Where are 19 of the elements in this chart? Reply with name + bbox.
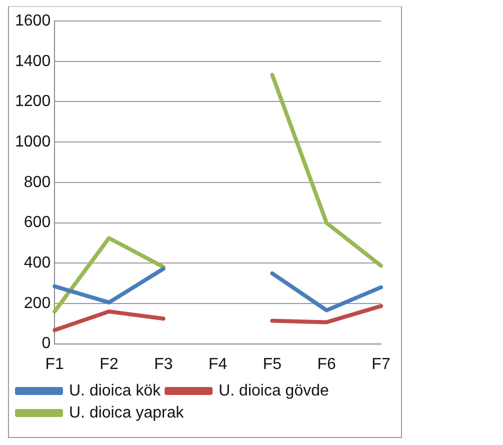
- legend-label: U. dioica kök: [69, 382, 162, 400]
- y-tick-label: 1000: [15, 133, 51, 150]
- y-tick-label: 0: [42, 335, 51, 352]
- x-tick-label: F7: [372, 356, 390, 373]
- legend-label: U. dioica yaprak: [69, 404, 185, 422]
- legend-label: U. dioica gövde: [218, 382, 329, 400]
- x-tick-label: F4: [208, 356, 228, 373]
- y-tick-label: 600: [24, 214, 51, 232]
- y-tick-label: 1200: [15, 93, 51, 110]
- y-tick-label: 1400: [15, 52, 51, 70]
- x-tick-label: F2: [100, 356, 118, 373]
- x-tick-label: F1: [45, 356, 64, 373]
- y-tick-label: 200: [24, 294, 51, 312]
- y-tick-label: 400: [24, 254, 51, 272]
- x-tick-label: F3: [154, 356, 173, 373]
- x-tick-label: F6: [317, 356, 336, 373]
- y-tick-label: 1600: [15, 12, 51, 30]
- y-tick-label: 800: [24, 174, 51, 191]
- x-tick-label: F5: [262, 356, 282, 373]
